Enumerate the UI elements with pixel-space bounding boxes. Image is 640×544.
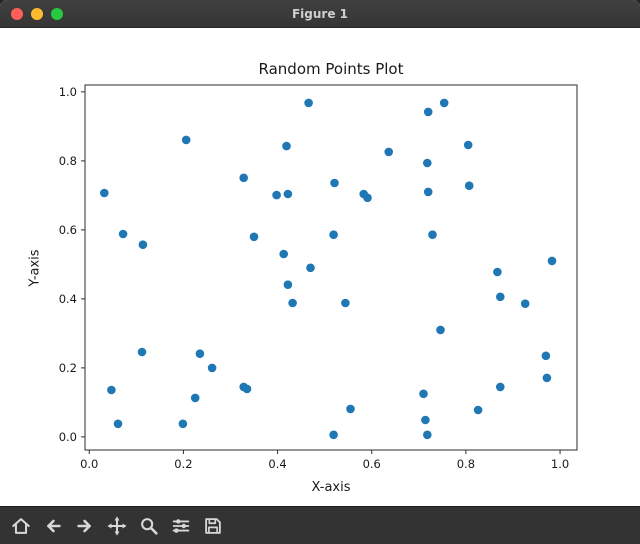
y-axis-label: Y-axis [27, 249, 43, 287]
zoom-icon [141, 517, 158, 535]
svg-text:0.4: 0.4 [59, 292, 77, 306]
window-title: Figure 1 [291, 6, 349, 21]
plot-svg[interactable]: 0.0 0.2 0.4 0.6 0.8 1.0 0.0 0.2 0.4 0.6 0.8 1.0 [0, 28, 640, 506]
home-button[interactable] [6, 511, 36, 541]
svg-text:0.0: 0.0 [59, 430, 77, 444]
forward-button[interactable] [70, 511, 100, 541]
zoom-button[interactable] [134, 511, 164, 541]
svg-text:1.0: 1.0 [59, 85, 77, 99]
save-button[interactable] [198, 511, 228, 541]
traffic-lights [11, 8, 63, 20]
figure-canvas: 0.0 0.2 0.4 0.6 0.8 1.0 0.0 0.2 0.4 0.6 0.8 1.0 Ran… [0, 28, 640, 506]
x-ticks: 0.0 0.2 0.4 0.6 0.8 1.0 [80, 450, 569, 471]
svg-text:0.2: 0.2 [174, 457, 192, 471]
minimize-button[interactable] [31, 8, 43, 20]
back-icon [47, 519, 61, 532]
svg-text:0.8: 0.8 [457, 457, 475, 471]
titlebar[interactable]: Figure 1 [0, 0, 640, 28]
chart-title: Random Points Plot [258, 60, 404, 78]
svg-text:0.6: 0.6 [59, 223, 77, 237]
navigation-toolbar [0, 506, 640, 544]
forward-icon [77, 519, 91, 532]
maximize-button[interactable] [51, 8, 63, 20]
subplots-button[interactable] [166, 511, 196, 541]
scatter-points [100, 98, 557, 440]
y-ticks: 0.0 0.2 0.4 0.6 0.8 1.0 [59, 85, 85, 444]
back-button[interactable] [38, 511, 68, 541]
svg-text:0.6: 0.6 [363, 457, 381, 471]
subplots-icon [172, 518, 190, 533]
svg-text:0.2: 0.2 [59, 361, 77, 375]
svg-text:1.0: 1.0 [551, 457, 569, 471]
pan-button[interactable] [102, 511, 132, 541]
x-axis-label: X-axis [311, 480, 351, 495]
save-icon [205, 517, 221, 534]
svg-text:0.8: 0.8 [59, 154, 77, 168]
svg-text:0.0: 0.0 [80, 457, 98, 471]
svg-text:0.4: 0.4 [268, 457, 286, 471]
pan-icon [107, 515, 127, 536]
home-icon [12, 517, 30, 534]
axes-box [84, 84, 578, 451]
close-button[interactable] [11, 8, 23, 20]
